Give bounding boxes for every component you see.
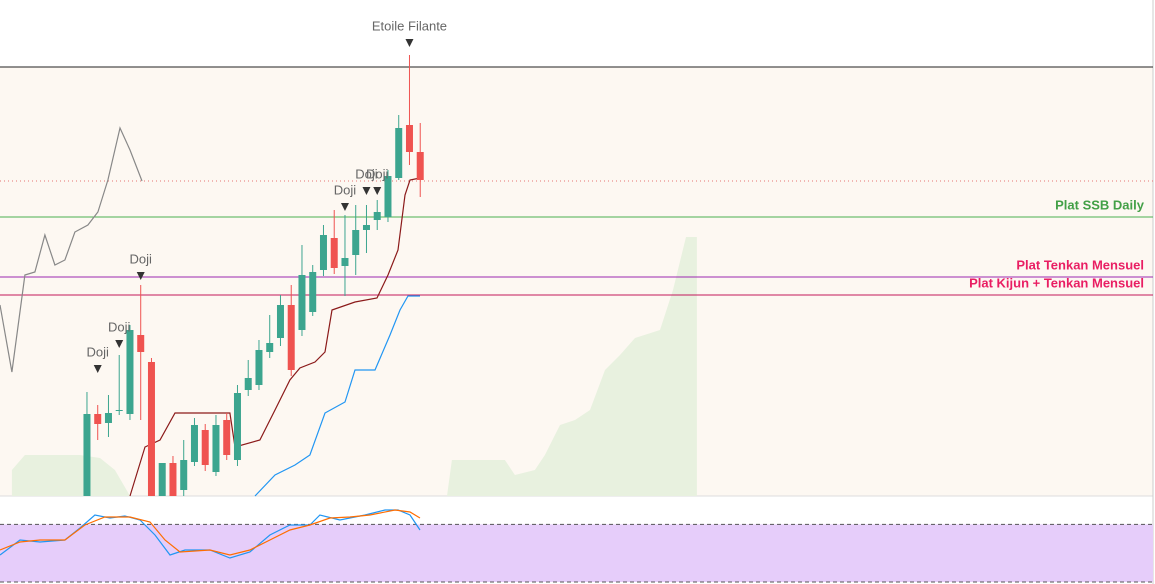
oscillator-line: [0, 509, 421, 556]
cloud-area: [11, 237, 697, 496]
candle-body: [115, 410, 123, 411]
annotation-marker: [115, 340, 124, 348]
candle-body: [309, 272, 317, 312]
candle-body: [94, 414, 102, 424]
annotation-label: Doji: [366, 166, 389, 181]
annotation-marker: [405, 39, 414, 47]
level-label: Plat Tenkan Mensuel: [1016, 257, 1144, 272]
candle-body: [169, 463, 177, 496]
candle-body: [190, 425, 198, 462]
candle-body: [126, 330, 134, 414]
annotation-label: Doji: [130, 251, 153, 266]
candle-body: [223, 420, 231, 455]
candle-body: [104, 413, 112, 423]
annotation-marker: [136, 272, 145, 280]
candle-body: [352, 230, 360, 255]
candle-body: [319, 235, 327, 270]
indicator-line: [129, 177, 421, 497]
candle-body: [255, 350, 263, 385]
candle-body: [330, 238, 338, 268]
candle-body: [395, 128, 403, 178]
annotation-marker: [362, 187, 371, 195]
candle-body: [405, 125, 413, 152]
candle-body: [201, 430, 209, 465]
candle-body: [276, 305, 284, 338]
annotation-label: Doji: [355, 166, 378, 181]
candle-body: [233, 393, 241, 460]
level-label: Plat Kijun + Tenkan Mensuel: [969, 275, 1144, 290]
candle-body: [298, 275, 306, 330]
candle-body: [416, 152, 424, 180]
candle-body: [212, 425, 220, 472]
annotation-marker: [93, 365, 102, 373]
level-label: Plat SSB Daily: [1055, 197, 1145, 212]
candle-body: [341, 258, 349, 266]
candle-body: [147, 362, 155, 496]
candle-body: [158, 463, 166, 496]
candle-body: [384, 176, 392, 217]
annotation-label: Doji: [108, 319, 131, 334]
annotation-marker: [373, 187, 382, 195]
candle-body: [266, 343, 274, 352]
candle-body: [287, 305, 295, 370]
annotation-label: Etoile Filante: [372, 18, 447, 33]
oscillator-band: [0, 524, 1153, 582]
candle-body: [244, 378, 252, 390]
annotation-label: Doji: [334, 182, 357, 197]
indicator-line: [254, 295, 420, 497]
indicator-line: [0, 126, 143, 373]
candle-body: [137, 335, 145, 352]
candle-body: [83, 414, 91, 496]
candle-body: [373, 212, 381, 220]
annotation-marker: [340, 203, 349, 211]
candle-body: [180, 460, 188, 490]
candle-body: [362, 225, 370, 230]
annotation-label: Doji: [87, 344, 110, 359]
